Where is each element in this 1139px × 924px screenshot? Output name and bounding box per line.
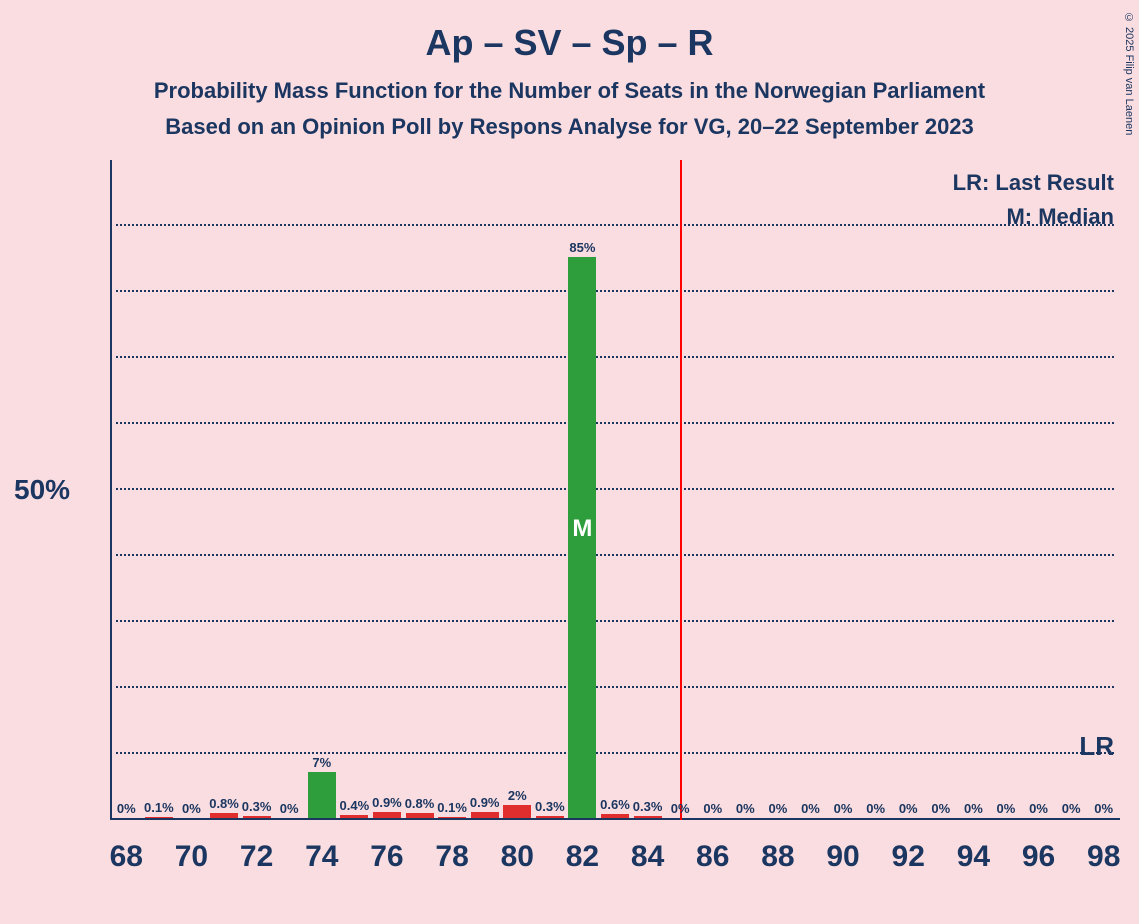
bar-fill [601,814,629,818]
x-axis-tick-label: 78 [435,840,468,874]
bar-value-label: 0% [1029,801,1048,818]
bar-value-label: 0% [834,801,853,818]
chart-subtitle: Probability Mass Function for the Number… [0,64,1139,104]
bar: 0.8% [210,813,238,818]
legend-last-result: LR: Last Result [953,170,1114,196]
bar: 0.1% [145,817,173,818]
bar: 0.6% [601,814,629,818]
x-axis-tick-label: 80 [501,840,534,874]
bar-fill [536,816,564,818]
bar-fill [308,772,336,818]
chart-title: Ap – SV – Sp – R [0,0,1139,64]
bar: 0.3% [536,816,564,818]
bar: 0.3% [634,816,662,818]
bar-value-label: 0% [280,801,299,818]
y-axis-label: 50% [14,474,70,506]
bar-fill [503,805,531,818]
x-axis-tick-label: 86 [696,840,729,874]
x-axis-tick-label: 82 [566,840,599,874]
gridline [116,422,1114,424]
gridline [116,224,1114,226]
bar-value-label: 0.8% [209,796,239,813]
bar-value-label: 0% [117,801,136,818]
copyright-text: © 2025 Filip van Laenen [1123,12,1135,135]
x-axis-tick-label: 98 [1087,840,1120,874]
bar-value-label: 0.9% [372,795,402,812]
bar: 0.9% [471,812,499,818]
bar-value-label: 0.3% [242,799,272,816]
bar-value-label: 0.4% [340,798,370,815]
bar: 0.8% [406,813,434,818]
bar: 0.4% [340,815,368,818]
gridline [116,290,1114,292]
bar-fill [243,816,271,818]
y-axis [110,160,112,820]
bar-value-label: 0% [703,801,722,818]
bar-value-label: 85% [569,240,595,257]
x-axis-tick-label: 96 [1022,840,1055,874]
bar-value-label: 0% [899,801,918,818]
bar-fill [340,815,368,818]
last-result-line [680,160,682,820]
bar-fill [634,816,662,818]
gridline [116,356,1114,358]
bar-value-label: 0% [1094,801,1113,818]
bar-value-label: 0% [931,801,950,818]
chart-subtitle2: Based on an Opinion Poll by Respons Anal… [0,104,1139,140]
bar-value-label: 7% [312,755,331,772]
bar: 7% [308,772,336,818]
bar-value-label: 0% [671,801,690,818]
bar-value-label: 0.3% [633,799,663,816]
x-axis [110,818,1120,820]
bar-value-label: 0.3% [535,799,565,816]
bar-value-label: 0% [866,801,885,818]
bar-value-label: 0.9% [470,795,500,812]
plot-area: 0%0.1%0%0.8%0.3%0%7%0.4%0.9%0.8%0.1%0.9%… [110,160,1120,820]
lr-marker: LR [1079,731,1114,762]
median-marker: M [572,515,592,543]
x-axis-tick-label: 94 [957,840,990,874]
bar-fill [471,812,499,818]
gridline [116,752,1114,754]
x-axis-tick-label: 74 [305,840,338,874]
bar: 0.9% [373,812,401,818]
x-axis-tick-label: 70 [175,840,208,874]
gridline [116,554,1114,556]
bar-fill [210,813,238,818]
bar-fill [406,813,434,818]
gridline [116,686,1114,688]
bar: 0.3% [243,816,271,818]
legend-median: M: Median [1006,204,1114,230]
x-axis-tick-label: 72 [240,840,273,874]
bar-value-label: 0% [1062,801,1081,818]
bar-value-label: 0% [736,801,755,818]
bar-fill [373,812,401,818]
x-axis-tick-label: 84 [631,840,664,874]
bar-fill [438,817,466,818]
x-axis-tick-label: 76 [370,840,403,874]
gridline [116,620,1114,622]
bar-value-label: 2% [508,788,527,805]
chart-area: 0%0.1%0%0.8%0.3%0%7%0.4%0.9%0.8%0.1%0.9%… [0,160,1139,920]
bar-value-label: 0.8% [405,796,435,813]
bar-value-label: 0.1% [144,800,174,817]
bar: 85%M [568,257,596,818]
bar-value-label: 0% [964,801,983,818]
bar-value-label: 0.1% [437,800,467,817]
x-axis-tick-label: 88 [761,840,794,874]
bar-value-label: 0% [997,801,1016,818]
bar-value-label: 0% [182,801,201,818]
x-axis-tick-label: 92 [892,840,925,874]
bar-value-label: 0% [768,801,787,818]
bar: 2% [503,805,531,818]
bar-value-label: 0.6% [600,797,630,814]
x-axis-tick-label: 68 [110,840,143,874]
bar-value-label: 0% [801,801,820,818]
gridline [116,488,1114,490]
x-axis-tick-label: 90 [826,840,859,874]
bar: 0.1% [438,817,466,818]
bar-fill [145,817,173,818]
